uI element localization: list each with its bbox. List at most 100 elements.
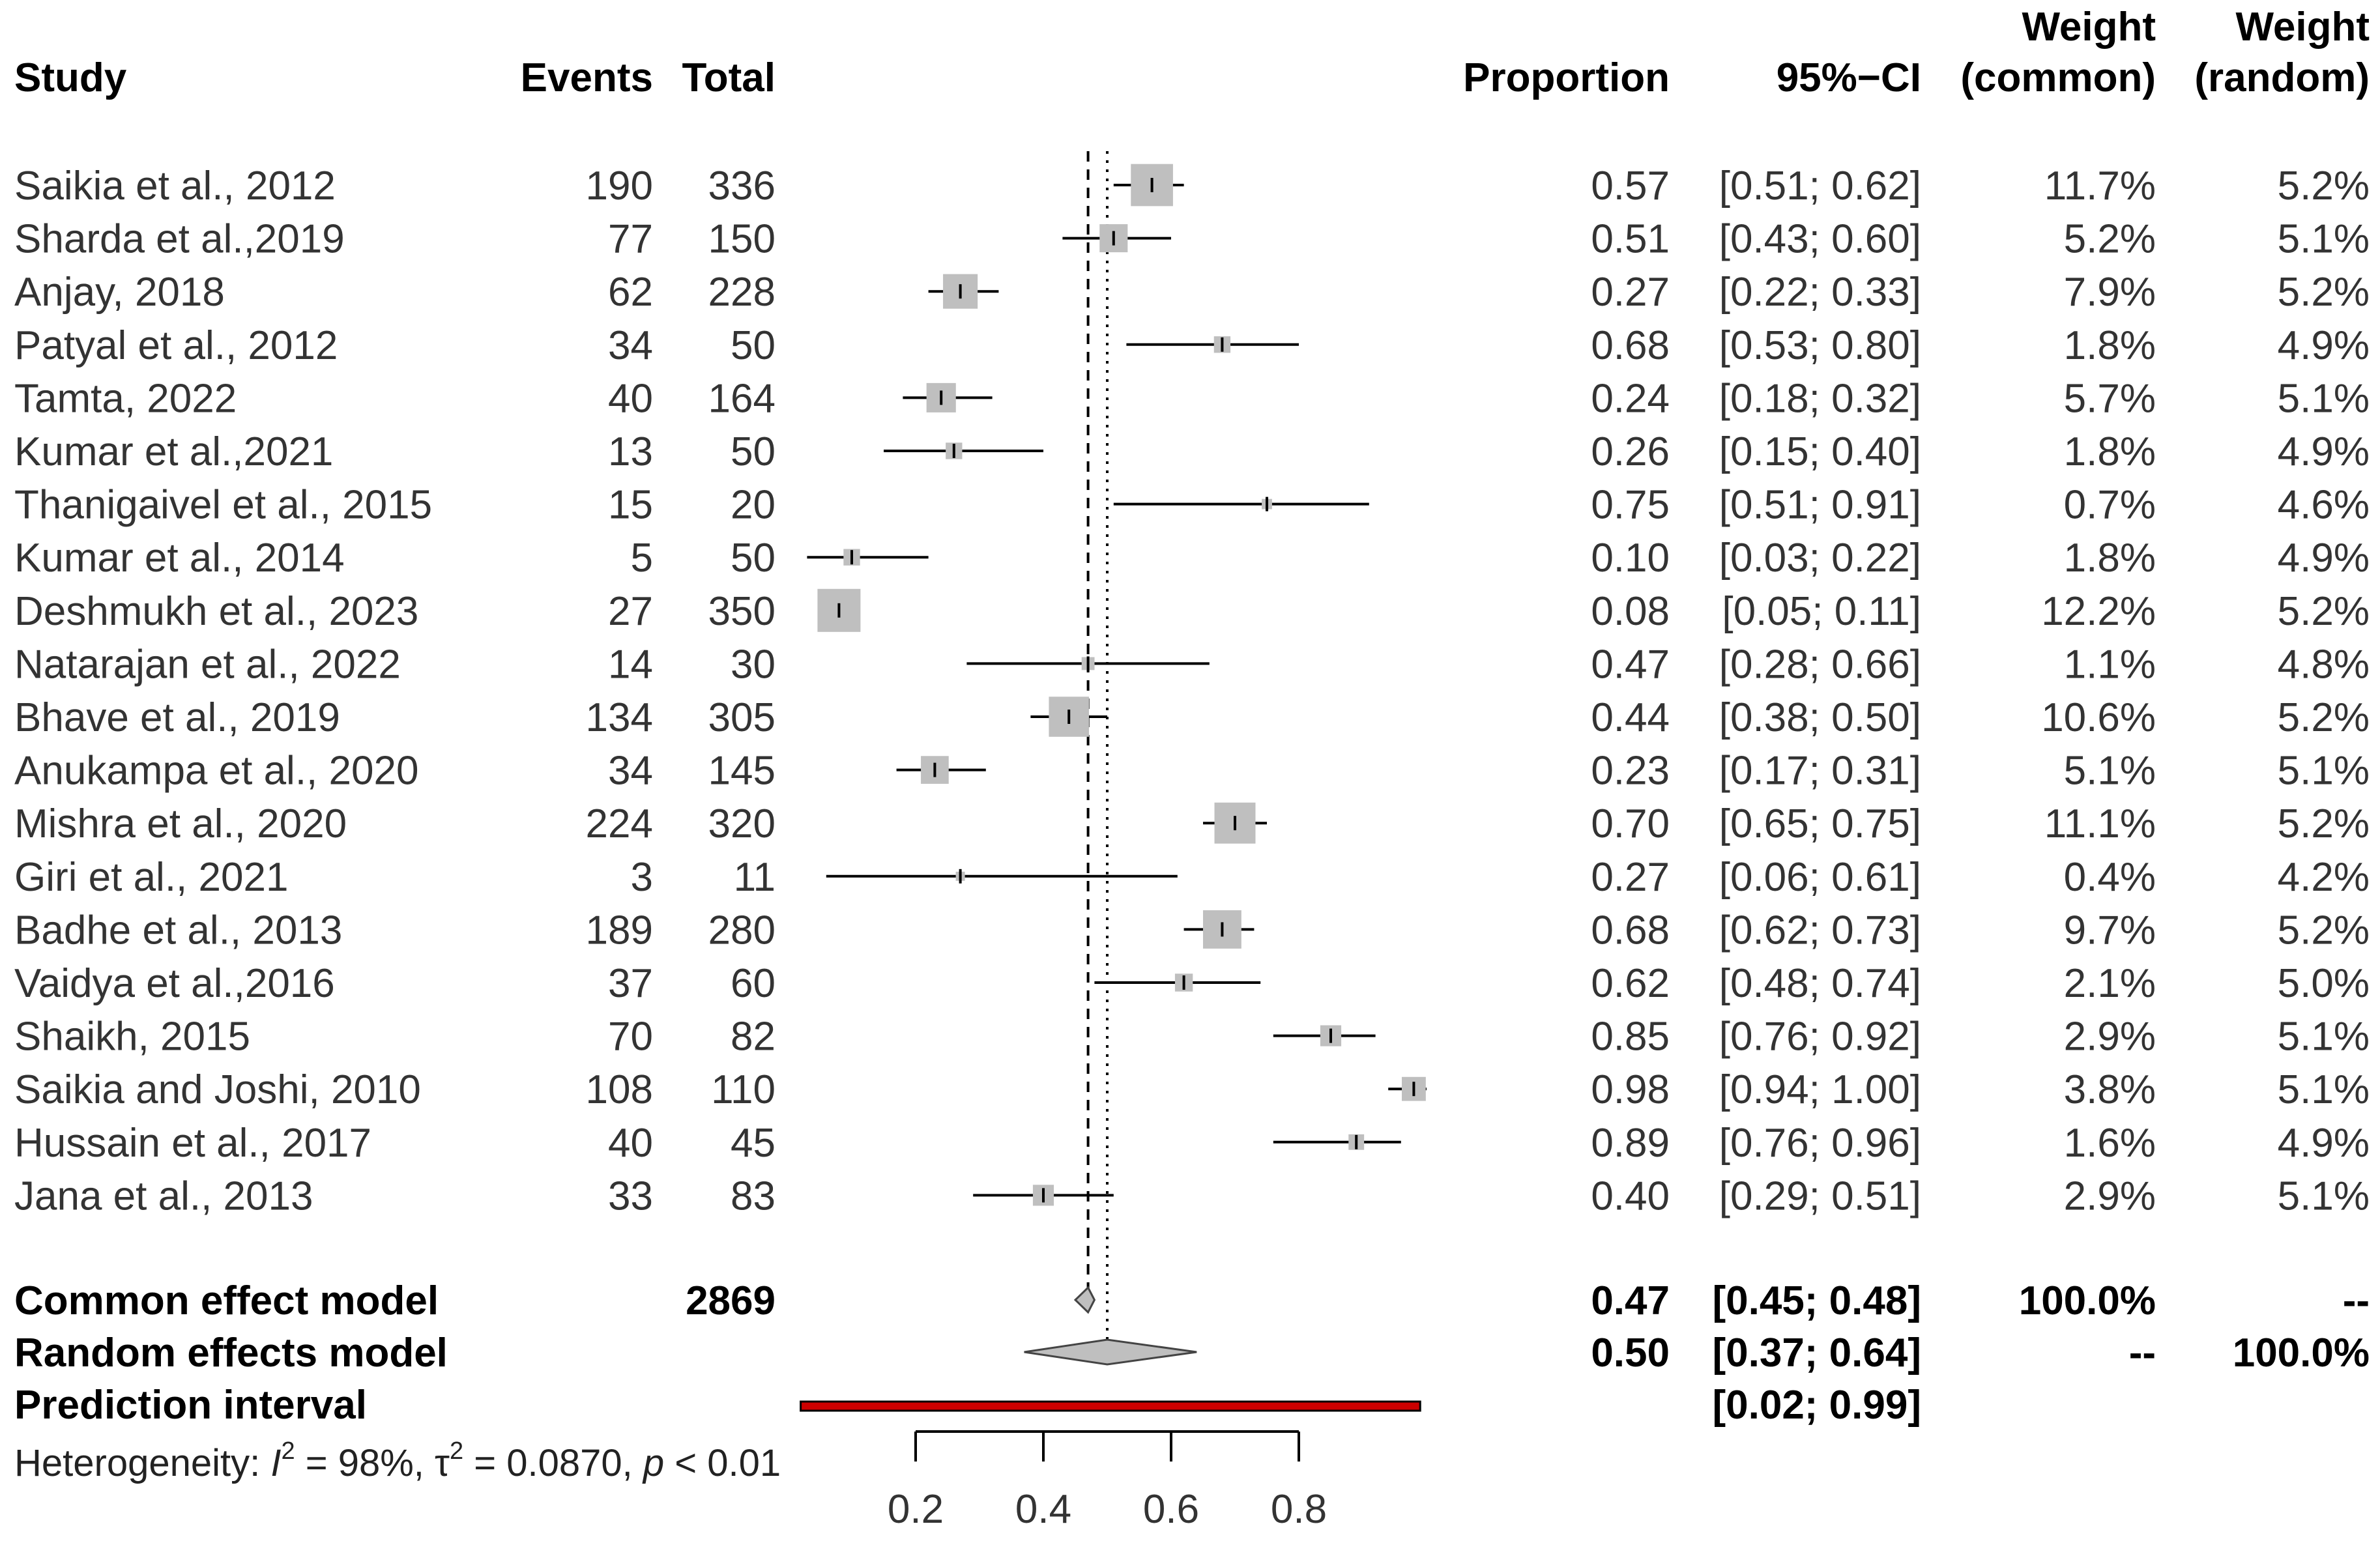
study-name: Saikia et al., 2012 [14, 164, 336, 209]
study-weight-common: 5.2% [2064, 217, 2156, 262]
heterogeneity-prefix: Heterogeneity: [14, 1442, 270, 1484]
study-weight-random: 5.2% [2278, 908, 2370, 953]
summary-rows: Common effect model 2869 0.47 [0.45; 0.4… [14, 1278, 2370, 1428]
header-weight-random-line1: Weight [2236, 5, 2370, 50]
prediction-interval-ci: [0.02; 0.99] [1712, 1383, 1921, 1428]
study-row: Thanigaivel et al., 2015 15 20 0.75 [0.51; 0… [14, 483, 2370, 528]
study-weight-random: 5.1% [2278, 1067, 2370, 1112]
study-weight-common: 1.8% [2064, 323, 2156, 368]
header-weight-common-line2: (common) [1960, 55, 2156, 100]
study-name: Shaikh, 2015 [14, 1015, 250, 1059]
random-model-weight-common: -- [2129, 1331, 2156, 1375]
study-name: Mishra et al., 2020 [14, 801, 347, 846]
random-model-proportion: 0.50 [1591, 1331, 1670, 1375]
study-weight-random: 5.2% [2278, 801, 2370, 846]
study-name: Anukampa et al., 2020 [14, 749, 418, 794]
study-weight-common: 1.1% [2064, 642, 2156, 687]
header-events: Events [521, 55, 653, 100]
study-total: 145 [708, 749, 776, 794]
study-name: Jana et al., 2013 [14, 1174, 313, 1218]
study-proportion: 0.27 [1591, 855, 1670, 900]
common-model-label: Common effect model [14, 1278, 439, 1323]
study-total: 60 [731, 961, 776, 1006]
study-events: 108 [586, 1067, 653, 1112]
x-axis-tick-label: 0.6 [1143, 1487, 1199, 1532]
study-name: Badhe et al., 2013 [14, 908, 342, 953]
study-ci: [0.05; 0.11] [1722, 589, 1921, 634]
common-effect-diamond [1073, 1286, 1096, 1314]
study-name: Hussain et al., 2017 [14, 1121, 371, 1166]
study-proportion: 0.24 [1591, 376, 1670, 421]
x-axis: 0.2 0.4 0.6 0.8 [888, 1430, 1327, 1532]
study-weight-random: 5.0% [2278, 961, 2370, 1006]
study-ci: [0.53; 0.80] [1719, 323, 1921, 368]
study-proportion: 0.89 [1591, 1121, 1670, 1166]
heterogeneity-statistics: Heterogeneity: I2 = 98%, τ2 = 0.0870, p … [14, 1437, 781, 1484]
study-proportion: 0.47 [1591, 642, 1670, 687]
study-weight-common: 2.9% [2064, 1174, 2156, 1218]
study-total: 350 [708, 589, 776, 634]
study-ci: [0.38; 0.50] [1719, 695, 1921, 740]
study-events: 14 [608, 642, 653, 687]
study-name: Natarajan et al., 2022 [14, 642, 401, 687]
study-proportion: 0.51 [1591, 217, 1670, 262]
study-events: 190 [586, 164, 653, 209]
study-name: Patyal et al., 2012 [14, 323, 338, 368]
study-total: 110 [711, 1067, 776, 1112]
study-weight-common: 5.1% [2064, 749, 2156, 794]
study-rows: Saikia et al., 2012 190 336 0.57 [0.51; 0.62… [14, 164, 2370, 1218]
study-weight-random: 5.2% [2278, 589, 2370, 634]
study-events: 62 [608, 270, 653, 315]
study-ci: [0.51; 0.62] [1719, 164, 1921, 209]
study-proportion: 0.62 [1591, 961, 1670, 1006]
study-weight-common: 10.6% [2041, 695, 2156, 740]
study-name: Tamta, 2022 [14, 376, 237, 421]
study-row: Anukampa et al., 2020 34 145 0.23 [0.17; 0.3… [14, 749, 2370, 794]
study-proportion: 0.44 [1591, 695, 1670, 740]
study-weight-common: 5.7% [2064, 376, 2156, 421]
study-total: 50 [731, 429, 776, 474]
random-model-label: Random effects model [14, 1331, 448, 1375]
study-weight-random: 5.1% [2278, 749, 2370, 794]
prediction-interval-label: Prediction interval [14, 1383, 367, 1428]
study-proportion: 0.68 [1591, 323, 1670, 368]
study-total: 11 [734, 855, 776, 900]
study-proportion: 0.98 [1591, 1067, 1670, 1112]
p-symbol: p [642, 1442, 664, 1484]
study-events: 33 [608, 1174, 653, 1218]
study-ci: [0.94; 1.00] [1719, 1067, 1921, 1112]
study-weight-random: 5.2% [2278, 695, 2370, 740]
study-proportion: 0.40 [1591, 1174, 1670, 1218]
study-events: 3 [631, 855, 653, 900]
study-row: Tamta, 2022 40 164 0.24 [0.18; 0.32] 5.7% 5.1% [14, 376, 2370, 421]
study-name: Giri et al., 2021 [14, 855, 288, 900]
study-row: Saikia and Joshi, 2010 108 110 0.98 [0.94; 1… [14, 1067, 2370, 1112]
study-weight-random: 4.9% [2278, 536, 2370, 581]
study-total: 50 [731, 536, 776, 581]
study-name: Bhave et al., 2019 [14, 695, 340, 740]
study-total: 45 [731, 1121, 776, 1166]
study-name: Thanigaivel et al., 2015 [14, 483, 432, 528]
study-weight-random: 5.1% [2278, 376, 2370, 421]
study-weight-random: 4.2% [2278, 855, 2370, 900]
study-weight-random: 5.1% [2278, 1174, 2370, 1218]
study-row: Saikia et al., 2012 190 336 0.57 [0.51; 0.62… [14, 164, 2370, 209]
study-weight-common: 0.4% [2064, 855, 2156, 900]
p-value: < 0.01 [664, 1442, 781, 1484]
study-ci: [0.22; 0.33] [1719, 270, 1921, 315]
header-study: Study [14, 55, 127, 100]
x-axis-tick-label: 0.2 [888, 1487, 944, 1532]
study-name: Saikia and Joshi, 2010 [14, 1067, 421, 1112]
study-ci: [0.29; 0.51] [1719, 1174, 1921, 1218]
study-weight-common: 11.7% [2044, 164, 2156, 209]
study-weight-common: 0.7% [2064, 483, 2156, 528]
study-proportion: 0.75 [1591, 483, 1670, 528]
study-total: 30 [731, 642, 776, 687]
i2-value: = 98%, [295, 1442, 435, 1484]
study-row: Anjay, 2018 62 228 0.27 [0.22; 0.33] 7.9% 5.2% [14, 270, 2370, 315]
study-ci: [0.76; 0.92] [1719, 1015, 1921, 1059]
study-name: Vaidya et al.,2016 [14, 961, 335, 1006]
study-row: Patyal et al., 2012 34 50 0.68 [0.53; 0.80] 1… [14, 323, 2370, 368]
header-total: Total [682, 55, 776, 100]
study-weight-random: 5.1% [2278, 217, 2370, 262]
